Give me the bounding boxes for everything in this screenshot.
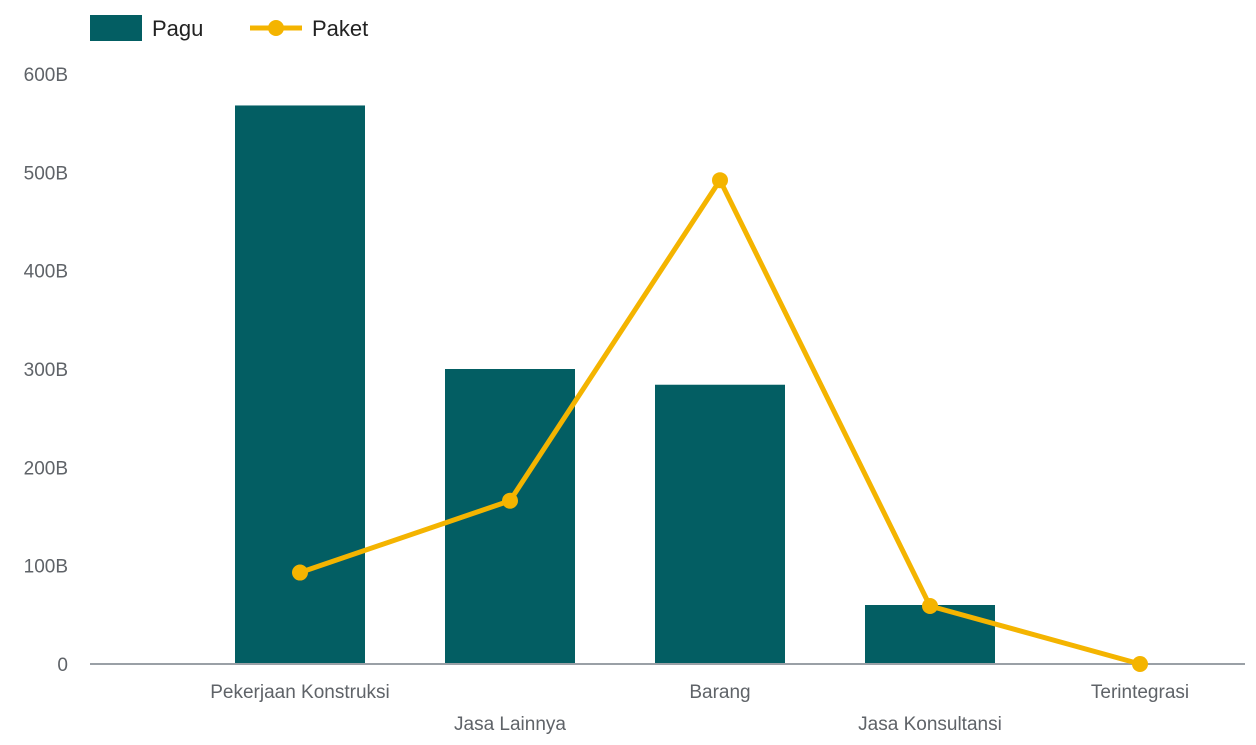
x-category-label: Jasa Lainnya bbox=[454, 714, 566, 735]
y-tick-label: 200B bbox=[24, 458, 68, 479]
y-tick-label: 100B bbox=[24, 557, 68, 578]
x-category-label: Pekerjaan Konstruksi bbox=[210, 682, 390, 703]
point-paket bbox=[712, 172, 728, 189]
y-tick-label: 300B bbox=[24, 360, 68, 381]
x-category-label: Terintegrasi bbox=[1091, 682, 1189, 703]
legend: Pagu Paket bbox=[90, 15, 368, 41]
point-paket bbox=[1132, 656, 1148, 672]
legend-swatch-pagu bbox=[90, 15, 142, 41]
line-series-paket bbox=[292, 172, 1148, 672]
y-tick-label: 0 bbox=[57, 655, 68, 676]
bar-pagu bbox=[655, 384, 785, 664]
point-paket bbox=[922, 597, 938, 614]
legend-label-pagu: Pagu bbox=[152, 16, 203, 41]
bar-series-pagu bbox=[235, 105, 995, 664]
x-axis-labels: Pekerjaan Konstruksi Jasa Lainnya Barang Ja… bbox=[210, 682, 1189, 735]
legend-swatch-paket-marker bbox=[268, 20, 284, 36]
x-category-label: Jasa Konsultansi bbox=[858, 714, 1002, 735]
legend-label-paket: Paket bbox=[312, 16, 368, 41]
point-paket bbox=[292, 564, 308, 581]
y-tick-label: 600B bbox=[24, 65, 68, 86]
y-tick-label: 500B bbox=[24, 163, 68, 184]
y-axis-ticks: 0 100B 200B 300B 400B 500B 600B bbox=[24, 65, 68, 676]
y-tick-label: 400B bbox=[24, 262, 68, 283]
x-category-label: Barang bbox=[689, 682, 750, 703]
bar-pagu bbox=[865, 605, 995, 664]
point-paket bbox=[502, 492, 518, 509]
